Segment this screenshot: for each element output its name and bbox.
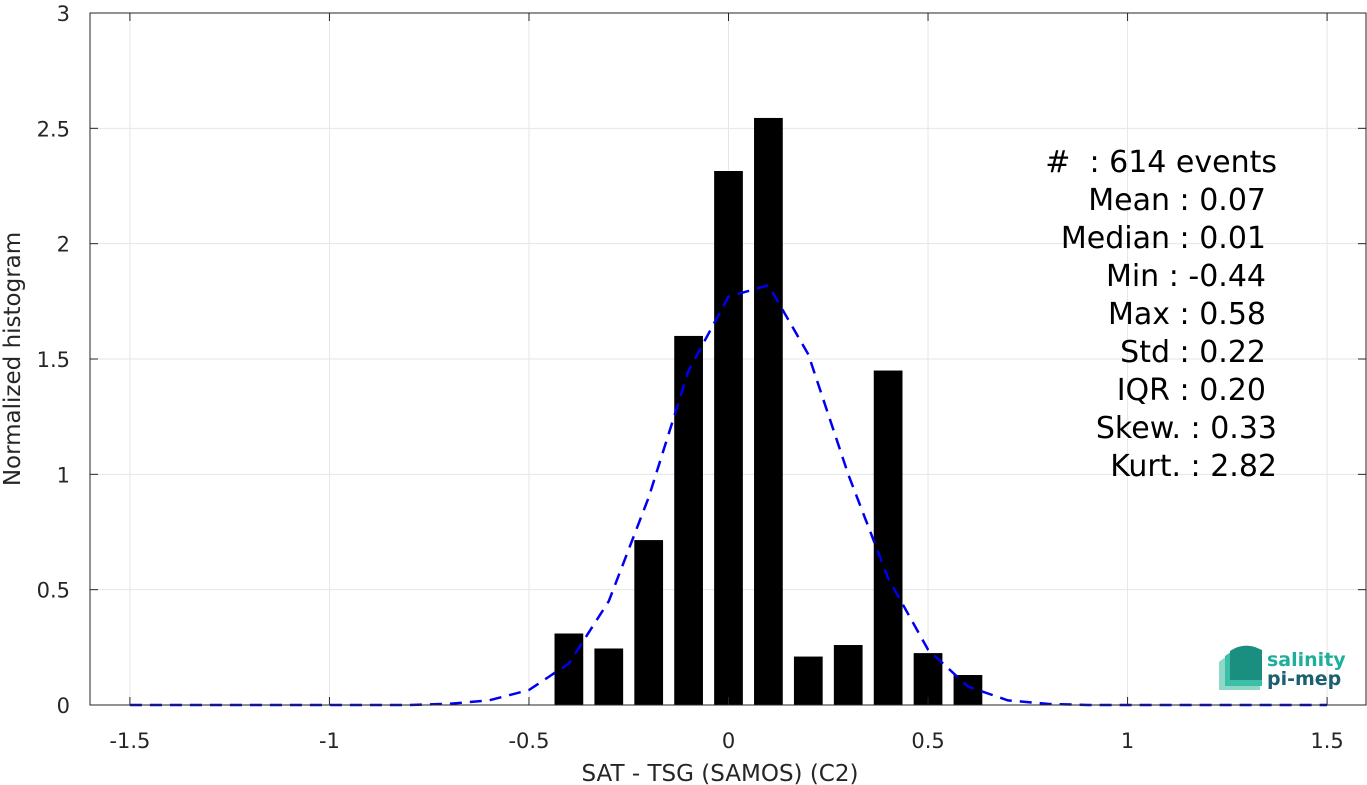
x-tick-label: -1.5: [109, 729, 150, 753]
x-tick-label: -1: [319, 729, 340, 753]
logo-wave-icon: [1219, 645, 1262, 690]
histogram-bar: [594, 648, 624, 705]
stats-min: Min : -0.44: [1106, 259, 1266, 294]
stats-count: # : 614 events: [1045, 145, 1277, 180]
stats-iqr: IQR : 0.20: [1117, 373, 1266, 408]
y-tick-label: 0.5: [37, 579, 70, 603]
histogram-bars: [554, 117, 983, 706]
stats-std: Std : 0.22: [1120, 335, 1266, 370]
stats-median: Median : 0.01: [1061, 221, 1266, 256]
logo-line1: salinity: [1267, 649, 1346, 671]
x-tick-label: 0: [722, 729, 735, 753]
y-tick-label: 2.5: [37, 117, 70, 141]
histogram-bar: [913, 653, 943, 705]
stats-box: # : 614 events Mean : 0.07 Median : 0.01…: [1045, 145, 1277, 484]
y-tick-label: 0: [57, 694, 70, 718]
y-tick-label: 3: [57, 2, 70, 26]
y-tick-labels: 0 0.5 1 1.5 2 2.5 3: [37, 2, 70, 718]
histogram-bar: [634, 540, 664, 705]
stats-max: Max : 0.58: [1108, 297, 1266, 332]
logo-line2: pi-mep: [1267, 668, 1341, 690]
histogram-bar: [793, 656, 823, 705]
x-tick-label: 1.5: [1310, 729, 1343, 753]
stats-kurt: Kurt. : 2.82: [1110, 449, 1277, 484]
histogram-bar: [873, 370, 903, 705]
x-axis-label: SAT - TSG (SAMOS) (C2): [582, 761, 859, 785]
histogram-bar: [754, 117, 783, 706]
histogram-bar: [714, 171, 743, 706]
y-tick-label: 1: [57, 463, 70, 487]
histogram-bar: [833, 645, 863, 705]
histogram-bar: [674, 335, 703, 705]
stats-mean: Mean : 0.07: [1088, 183, 1266, 218]
histogram-bar: [953, 675, 983, 705]
y-axis-label: Normalized histogram: [0, 232, 26, 486]
salinity-pi-mep-logo: salinity pi-mep: [1219, 645, 1346, 690]
axes-box: [89, 12, 1367, 706]
x-tick-label: 0.5: [911, 729, 944, 753]
stats-skew: Skew. : 0.33: [1096, 411, 1277, 446]
x-tick-label: -0.5: [508, 729, 549, 753]
x-tick-labels: -1.5 -1 -0.5 0 0.5 1 1.5: [109, 729, 1343, 753]
histogram-bar: [554, 633, 584, 705]
x-tick-label: 1: [1121, 729, 1134, 753]
y-tick-label: 2: [57, 233, 70, 257]
y-tick-label: 1.5: [37, 348, 70, 372]
